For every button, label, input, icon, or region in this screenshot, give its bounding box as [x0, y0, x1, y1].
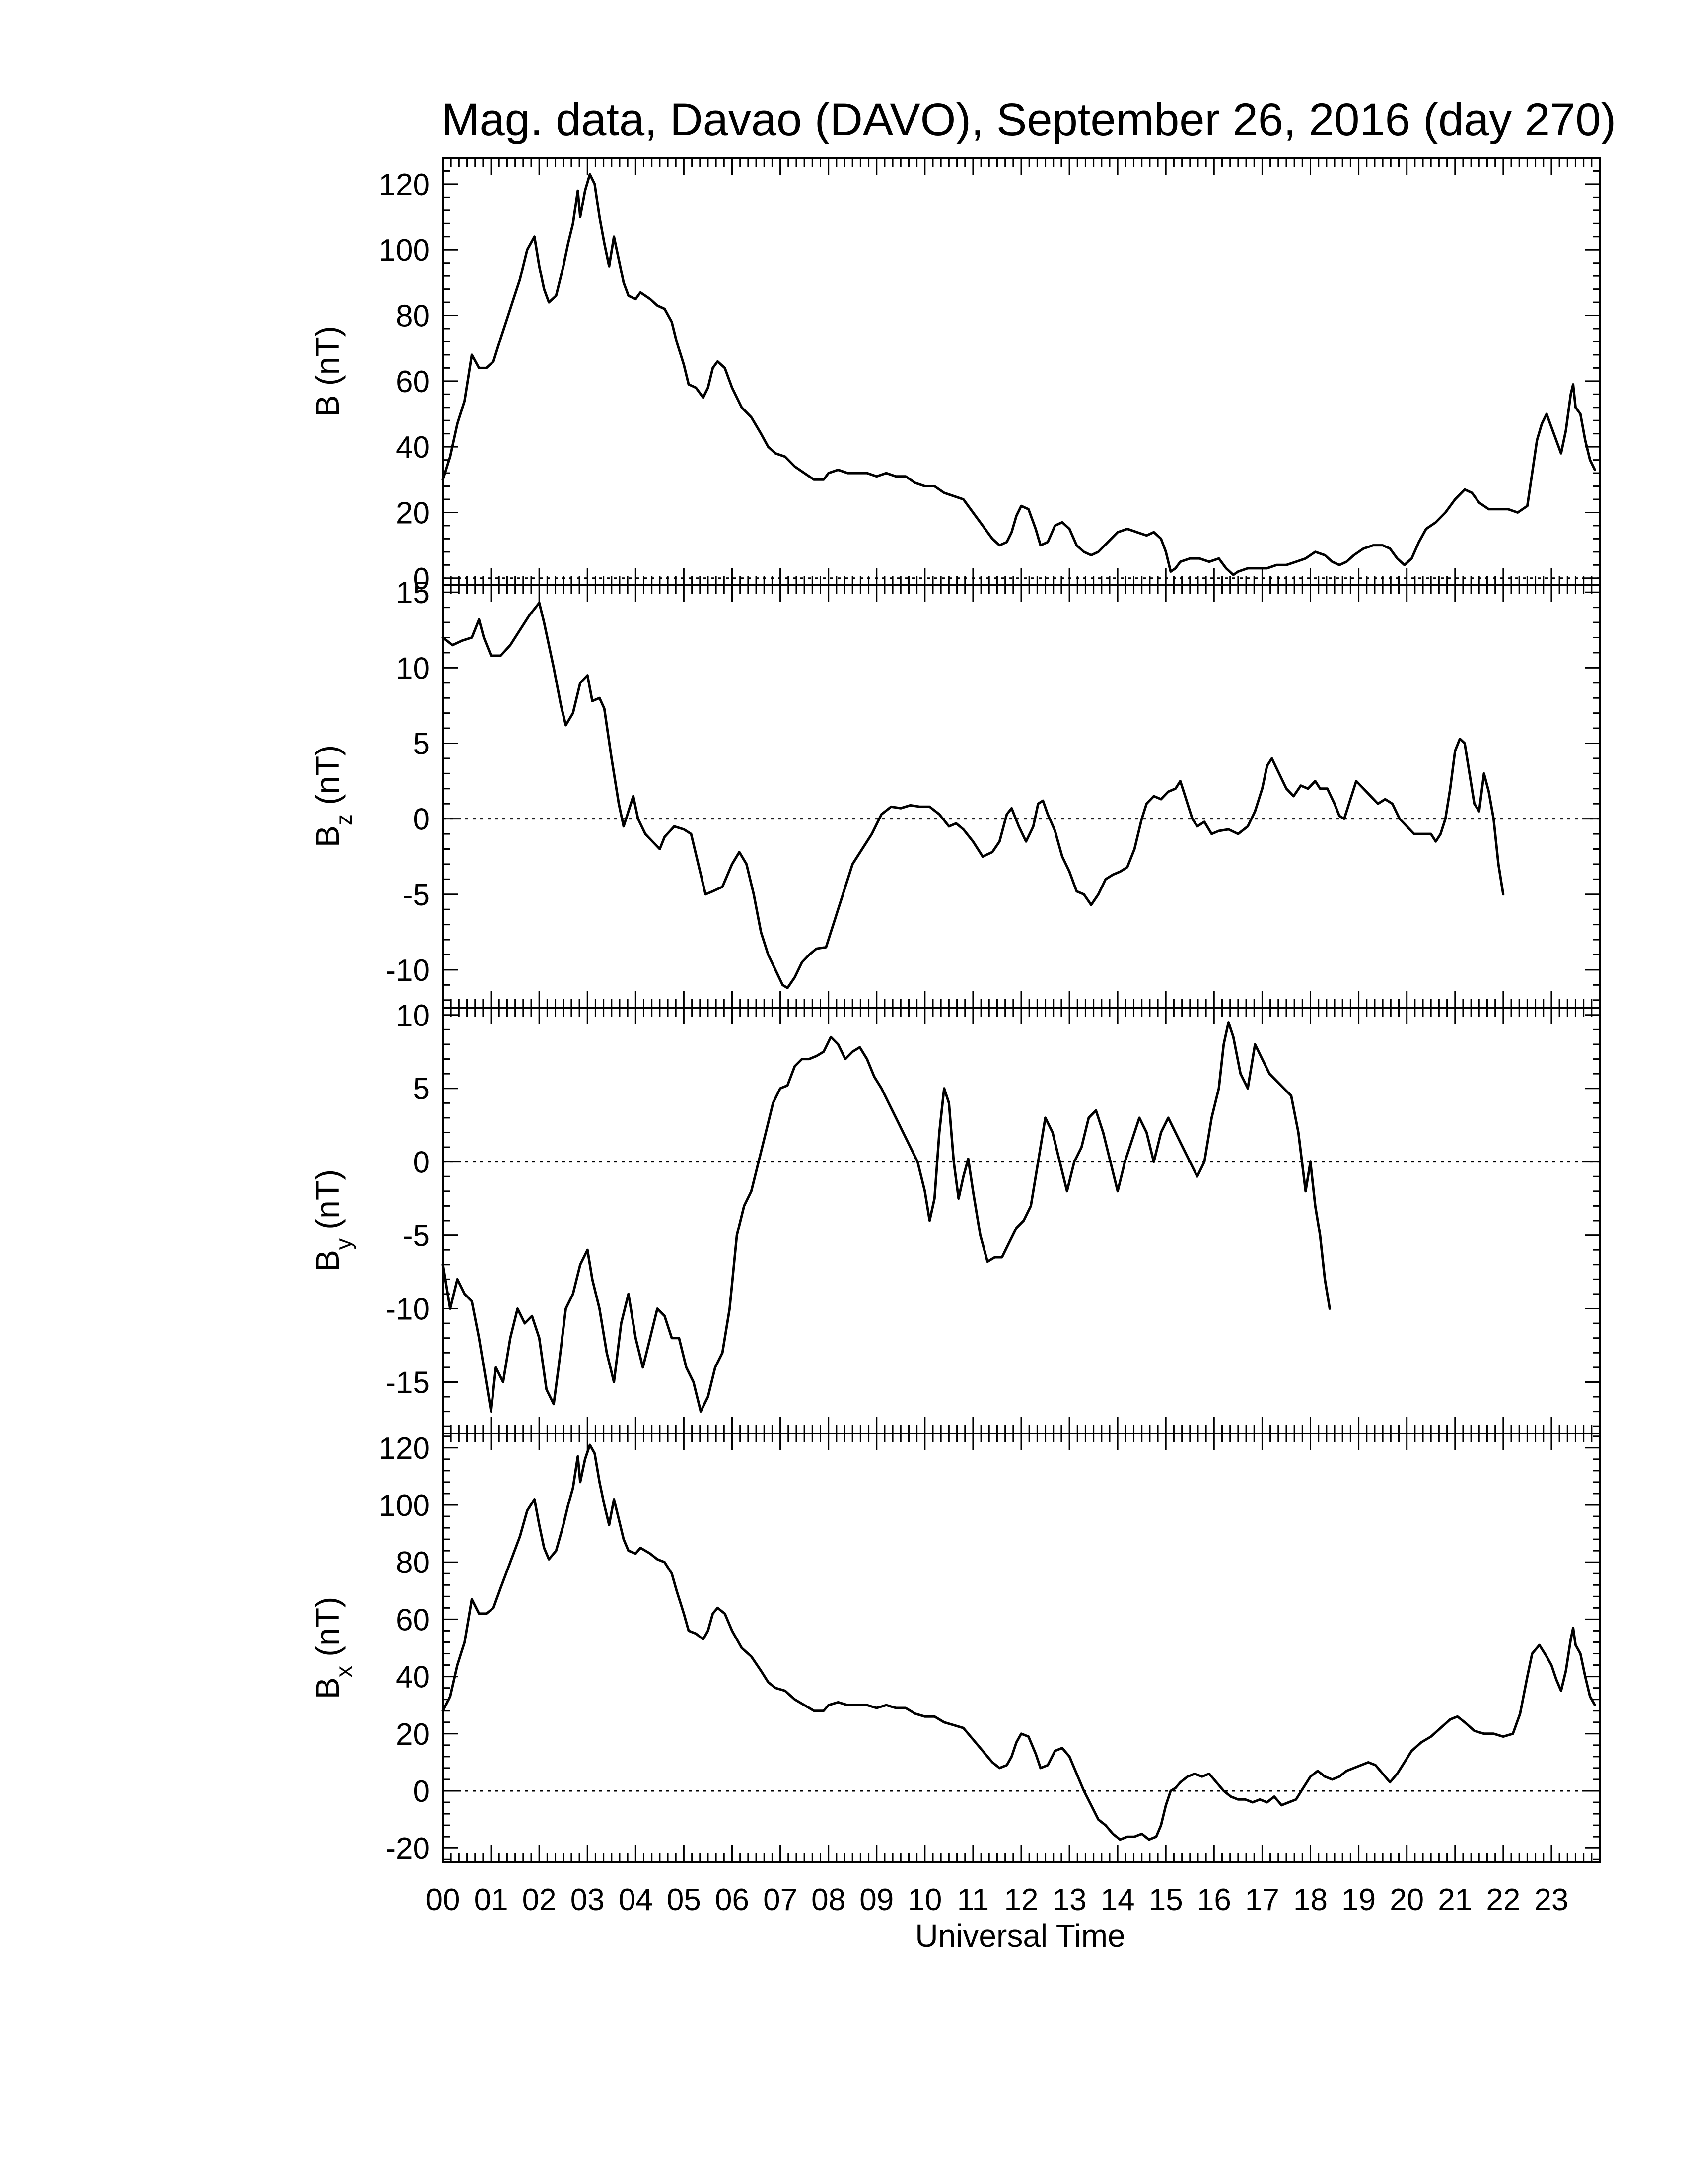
y-tick-label: 0 [413, 1774, 430, 1809]
y-tick-label: 100 [379, 233, 430, 268]
x-tick-labels: 00 01 02 03 04 05 06 07 08 09 10 11 12 13 14 15 16 17 18 19… [426, 1883, 1569, 1917]
y-axis-label-unit: (nT) [309, 1597, 346, 1666]
x-tick-label: 01 [474, 1883, 508, 1917]
series-line-Bx [441, 1443, 1596, 1841]
y-tick-label: 0 [413, 803, 430, 837]
chart-title: Mag. data, Davao (DAVO), September 26, 2… [441, 94, 1616, 145]
x-tick-label: 08 [811, 1883, 845, 1917]
y-tick-label: 40 [396, 430, 430, 465]
y-axis-label-unit: (nT) [309, 326, 346, 395]
y-axis-label-main: B [309, 1250, 346, 1272]
x-tick-label: 14 [1101, 1883, 1135, 1917]
x-tick-label: 02 [522, 1883, 557, 1917]
y-axis-label: B (nT) [309, 326, 346, 416]
y-tick-label: 10 [396, 999, 430, 1033]
y-axis-label-unit: (nT) [309, 745, 346, 814]
series-line-By [441, 1021, 1331, 1413]
y-tick-label: 15 [396, 576, 430, 610]
y-tick-label: 20 [396, 1717, 430, 1752]
y-tick-label: 0 [413, 562, 430, 596]
y-axis-label: Bx (nT) [309, 1597, 356, 1699]
x-tick-label: 12 [1004, 1883, 1039, 1917]
y-axis-label: Bz (nT) [309, 745, 356, 847]
x-tick-label: 07 [763, 1883, 797, 1917]
y-tick-label: 120 [379, 1432, 430, 1466]
x-axis-label: Universal Time [915, 1918, 1125, 1954]
y-tick-label: -20 [385, 1832, 430, 1866]
y-tick-label: 0 [413, 1146, 430, 1180]
series-line-Bz [441, 602, 1505, 989]
y-axis-label-unit: (nT) [309, 1169, 346, 1238]
x-tick-label: 05 [667, 1883, 701, 1917]
x-tick-label: 20 [1390, 1883, 1424, 1917]
x-tick-label: 16 [1197, 1883, 1231, 1917]
x-tick-label: 03 [570, 1883, 605, 1917]
panel-Bx: -20 0 20 40 60 80 100 120 Bx (nT) [309, 1432, 1601, 1866]
y-tick-label: 5 [413, 727, 430, 761]
y-tick-label: 60 [396, 1603, 430, 1637]
y-axis-label-main: B [309, 1677, 346, 1699]
x-tick-label: 21 [1438, 1883, 1472, 1917]
y-tick-label: 5 [413, 1072, 430, 1106]
y-tick-label: 10 [396, 651, 430, 685]
y-tick-label: 120 [379, 168, 430, 202]
y-tick-label: -5 [403, 878, 430, 912]
x-tick-label: 10 [908, 1883, 942, 1917]
x-tick-label: 17 [1245, 1883, 1279, 1917]
x-tick-label: 11 [957, 1883, 989, 1917]
panel-Bz: -10 -5 0 5 10 15 Bz (nT) [309, 576, 1601, 1009]
y-axis-label-subscript: y [331, 1238, 356, 1250]
y-tick-label: 60 [396, 365, 430, 399]
x-tick-label: 22 [1486, 1883, 1520, 1917]
y-tick-label: 80 [396, 299, 430, 334]
y-tick-label: 20 [396, 496, 430, 530]
y-axis-label-subscript: x [331, 1666, 356, 1677]
x-tick-label: 18 [1293, 1883, 1328, 1917]
y-tick-label: -5 [403, 1219, 430, 1253]
y-tick-label: -15 [385, 1365, 430, 1400]
x-tick-label: 15 [1149, 1883, 1183, 1917]
panel-frame [442, 157, 1601, 586]
y-axis-label-subscript: z [331, 814, 356, 825]
y-tick-label: -10 [385, 954, 430, 988]
y-axis-label: By (nT) [309, 1169, 356, 1272]
panel-frame [442, 1433, 1601, 1863]
y-tick-label: 100 [379, 1489, 430, 1523]
x-tick-label: 09 [859, 1883, 894, 1917]
y-axis-label-main: B [309, 395, 346, 417]
panel-By: -15 -10 -5 0 5 10 By (nT) [309, 999, 1601, 1434]
x-tick-label: 04 [619, 1883, 653, 1917]
y-tick-label: -10 [385, 1293, 430, 1327]
x-tick-label: 23 [1534, 1883, 1568, 1917]
x-tick-label: 13 [1053, 1883, 1087, 1917]
x-tick-label: 19 [1341, 1883, 1376, 1917]
y-axis-label-main: B [309, 825, 346, 847]
panel-B: 0 20 40 60 80 100 120 B (nT) [309, 157, 1601, 596]
x-tick-label: 06 [715, 1883, 749, 1917]
x-tick-label: 00 [426, 1883, 460, 1917]
series-line-B [441, 173, 1596, 576]
y-tick-label: 80 [396, 1546, 430, 1580]
y-tick-label: 40 [396, 1660, 430, 1695]
